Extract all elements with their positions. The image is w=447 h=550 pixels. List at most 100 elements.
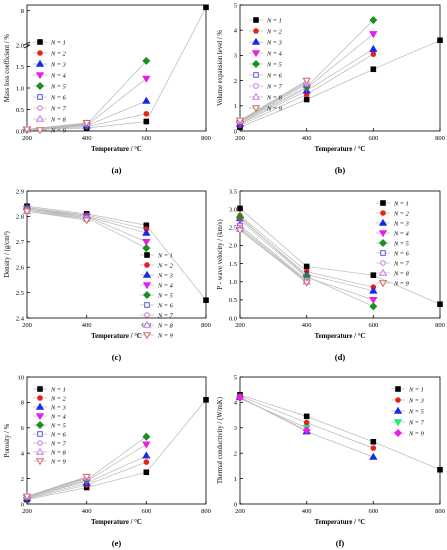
x-tick-label: 200 — [22, 322, 32, 329]
legend-label: N = 5 — [408, 408, 424, 415]
legend-marker — [144, 262, 150, 268]
panel-label: (c) — [112, 352, 122, 362]
legend-marker — [37, 395, 43, 401]
legend-label: N = 6 — [157, 302, 174, 309]
data-point — [82, 473, 91, 481]
y-tick-label: 2 — [234, 78, 237, 85]
x-tick-label: 400 — [302, 135, 312, 142]
x-tick-label: 200 — [22, 135, 32, 142]
legend-label: N = 7 — [408, 419, 425, 426]
plot-frame — [239, 4, 441, 132]
legend-label: N = 5 — [50, 83, 66, 90]
y-tick-label: 3.0 — [229, 206, 237, 213]
legend-marker — [251, 59, 261, 69]
legend-label: N = 6 — [50, 94, 67, 101]
panel-label: (d) — [335, 352, 346, 362]
legend-marker — [142, 282, 152, 290]
x-tick-label: 600 — [368, 508, 378, 515]
y-tick-label: 3.5 — [229, 188, 237, 195]
legend-marker — [393, 419, 403, 427]
legend-marker — [380, 260, 386, 266]
legend-marker — [37, 39, 43, 45]
y-tick-label: 5 — [234, 2, 237, 9]
data-point — [437, 301, 443, 308]
legend-marker — [37, 440, 43, 446]
legend-label: N = 5 — [393, 240, 409, 247]
y-tick-label: 4 — [234, 28, 238, 35]
legend-label: N = 3 — [50, 404, 66, 411]
data-point — [203, 297, 209, 304]
data-point — [22, 126, 32, 134]
legend-label: N = 2 — [50, 50, 67, 57]
data-point — [143, 469, 150, 476]
legend-label: N = 5 — [157, 292, 173, 299]
x-tick-label: 200 — [235, 508, 245, 515]
legend-marker — [144, 312, 150, 318]
y-tick-label: 2.5 — [229, 225, 237, 232]
legend-label: N = 5 — [50, 422, 66, 429]
legend-marker — [251, 105, 261, 113]
legend-marker — [37, 50, 43, 56]
legend-label: N = 3 — [266, 39, 282, 46]
y-axis-label: Density / (g/cm³) — [4, 231, 11, 278]
legend-label: N = 8 — [50, 116, 67, 123]
y-tick-label: 3 — [234, 53, 237, 60]
y-axis-label: Mass loss coefficient / % — [4, 34, 11, 103]
legend-label: N = 7 — [393, 260, 410, 267]
series-line — [239, 394, 441, 471]
plot-frame — [239, 376, 441, 505]
legend-marker — [380, 210, 386, 216]
data-point — [235, 227, 245, 235]
data-point — [303, 96, 310, 103]
legend-label: N = 6 — [50, 431, 67, 438]
legend-marker — [251, 92, 261, 100]
y-tick-label: 2.7 — [16, 239, 25, 246]
x-tick-label: 800 — [201, 135, 211, 142]
data-point — [142, 451, 151, 459]
legend-label: N = 7 — [157, 312, 174, 319]
legend-label: N = 1 — [266, 17, 282, 24]
data-point — [142, 56, 151, 65]
data-point — [142, 441, 151, 449]
y-tick-label: 1.5 — [16, 64, 24, 71]
y-axis-label: Volume expansion level / % — [217, 30, 224, 106]
x-tick-label: 400 — [302, 322, 312, 329]
data-point — [370, 445, 377, 451]
x-axis-label: Temperature / °C — [315, 146, 366, 153]
legend-label: N = 2 — [50, 395, 67, 402]
data-point — [302, 426, 311, 435]
x-tick-label: 800 — [435, 135, 445, 142]
legend-label: N = 2 — [157, 262, 174, 269]
legend-label: N = 6 — [393, 250, 410, 257]
legend-marker — [142, 320, 152, 328]
data-point — [369, 16, 378, 25]
legend-marker — [35, 402, 45, 410]
series-line — [26, 210, 87, 221]
y-axis-label: Thermal conductivity / (W/mK) — [217, 397, 224, 484]
data-point — [22, 493, 32, 501]
legend-label: N = 8 — [266, 94, 283, 101]
x-tick-label: 600 — [141, 508, 151, 515]
x-tick-label: 600 — [368, 322, 378, 329]
x-tick-label: 400 — [82, 322, 92, 329]
legend-label: N = 4 — [50, 72, 66, 79]
series-line — [239, 398, 307, 429]
legend-marker — [35, 458, 45, 466]
y-tick-label: 4 — [21, 451, 25, 458]
series-line — [26, 477, 87, 498]
series-line — [239, 225, 307, 281]
legend-label: N = 8 — [393, 270, 410, 277]
legend-marker — [35, 59, 45, 67]
plot-frame — [26, 190, 207, 319]
y-tick-label: 1.5 — [229, 261, 237, 268]
legend-label: N = 4 — [50, 413, 66, 420]
legend-marker — [37, 431, 43, 437]
data-point — [203, 4, 209, 11]
data-point — [369, 297, 378, 305]
legend-marker — [142, 270, 152, 278]
y-axis-label: Porosity / % — [4, 423, 11, 457]
data-point — [142, 432, 151, 441]
series-line — [239, 208, 441, 305]
legend-label: N = 9 — [157, 332, 174, 339]
chart-panel: 200 400 600 800 0 2 4 6 8 10 Temperature / °C Poros… — [4, 374, 211, 548]
